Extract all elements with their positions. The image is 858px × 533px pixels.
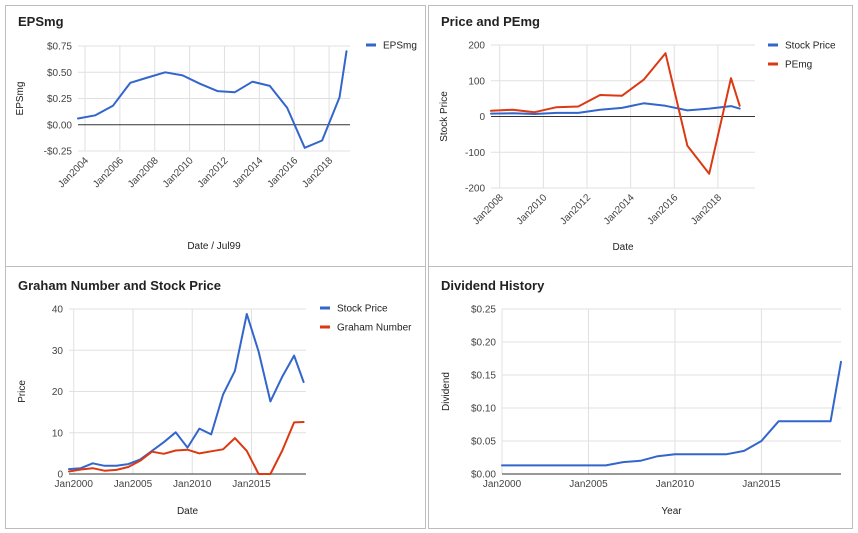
x-tick-label: Jan2012 <box>196 155 231 190</box>
y-axis-label: Price <box>17 380 28 403</box>
x-tick-label: Jan2014 <box>602 192 637 227</box>
x-tick-label: Jan2000 <box>55 479 94 490</box>
eps-chart-panel: EPSmg -$0.25 $0.00 $0.25 $0.50 $0.75 Jan2004 Ja… <box>5 5 426 267</box>
dividend-chart: Dividend History $0.00 $0.05 $0.10 $0.15 $0.2… <box>441 278 842 517</box>
graham-chart: Graham Number and Stock Price 0 10 20 30 40 Ja… <box>17 278 412 517</box>
x-tick-label: Jan2008 <box>471 192 506 227</box>
series-line-stock-price <box>490 102 741 115</box>
y-tick-label: -100 <box>465 148 485 159</box>
y-tick-label: $0.15 <box>471 371 496 382</box>
series-line-dividend <box>501 360 842 467</box>
legend-label: Graham Number <box>337 323 412 334</box>
chart-title: Graham Number and Stock Price <box>18 278 221 293</box>
x-tick-label: Jan2000 <box>483 479 522 490</box>
y-axis-label: EPSmg <box>15 82 26 116</box>
x-tick-label: Jan2005 <box>569 479 608 490</box>
y-axis-label: Dividend <box>441 372 452 411</box>
x-tick-label: Jan2015 <box>232 479 271 490</box>
x-tick-label: Jan2006 <box>91 155 126 190</box>
y-tick-label: 10 <box>52 428 64 439</box>
x-tick-label: Jan2010 <box>515 192 550 227</box>
x-tick-label: Jan2012 <box>558 192 593 227</box>
x-tick-label: Jan2004 <box>56 155 91 190</box>
y-tick-label: $0.25 <box>47 94 72 105</box>
x-tick-label: Jan2018 <box>689 192 724 227</box>
dividend-chart-panel: Dividend History $0.00 $0.05 $0.10 $0.15 $0.2… <box>428 266 853 529</box>
series-line-pemg <box>490 52 741 175</box>
y-tick-label: $0.75 <box>47 42 72 53</box>
x-tick-label: Jan2018 <box>300 155 335 190</box>
x-tick-label: Jan2016 <box>265 155 300 190</box>
legend-label: EPSmg <box>383 41 417 52</box>
chart-title: EPSmg <box>18 14 64 29</box>
x-axis-label: Year <box>661 506 682 517</box>
series-line-epsmg <box>77 50 348 149</box>
x-tick-label: Jan2008 <box>126 155 161 190</box>
y-tick-label: 0 <box>57 470 63 481</box>
series-line-stock-price <box>68 313 305 471</box>
y-tick-label: 100 <box>468 76 485 87</box>
x-tick-label: Jan2014 <box>231 155 266 190</box>
y-tick-label: $0.05 <box>471 437 496 448</box>
chart-title: Price and PEmg <box>441 14 540 29</box>
x-axis-label: Date / Jul99 <box>187 241 241 252</box>
x-tick-label: Jan2005 <box>114 479 153 490</box>
y-tick-label: $0.25 <box>471 305 496 316</box>
y-tick-label: $0.10 <box>471 404 496 415</box>
x-tick-label: Jan2010 <box>161 155 196 190</box>
y-tick-label: $0.00 <box>471 470 496 481</box>
legend-label: Stock Price <box>337 304 388 315</box>
price-pe-chart-panel: Price and PEmg -200 -100 0 100 200 Jan2008 Jan2… <box>428 5 853 267</box>
price-pe-chart: Price and PEmg -200 -100 0 100 200 Jan2008 Jan2… <box>439 14 836 253</box>
x-axis-label: Date <box>177 506 199 517</box>
x-tick-label: Jan2015 <box>742 479 781 490</box>
x-tick-label: Jan2010 <box>656 479 695 490</box>
x-axis-label: Date <box>612 242 634 253</box>
y-tick-label: 200 <box>468 41 485 52</box>
legend-label: Stock Price <box>785 41 836 52</box>
y-axis-label: Stock Price <box>439 91 450 142</box>
chart-title: Dividend History <box>441 278 545 293</box>
series-line-graham-number <box>68 421 305 475</box>
x-tick-label: Jan2010 <box>173 479 212 490</box>
y-tick-label: $0.00 <box>47 120 72 131</box>
y-tick-label: 30 <box>52 346 64 357</box>
y-tick-label: $0.50 <box>47 68 72 79</box>
graham-chart-panel: Graham Number and Stock Price 0 10 20 30 40 Ja… <box>5 266 426 529</box>
y-tick-label: 40 <box>52 305 64 316</box>
y-tick-label: 0 <box>479 112 485 123</box>
y-tick-label: -200 <box>465 184 485 195</box>
y-tick-label: -$0.25 <box>44 147 73 158</box>
legend-label: PEmg <box>785 60 812 71</box>
x-tick-label: Jan2016 <box>645 192 680 227</box>
y-tick-label: 20 <box>52 387 64 398</box>
y-tick-label: $0.20 <box>471 338 496 349</box>
